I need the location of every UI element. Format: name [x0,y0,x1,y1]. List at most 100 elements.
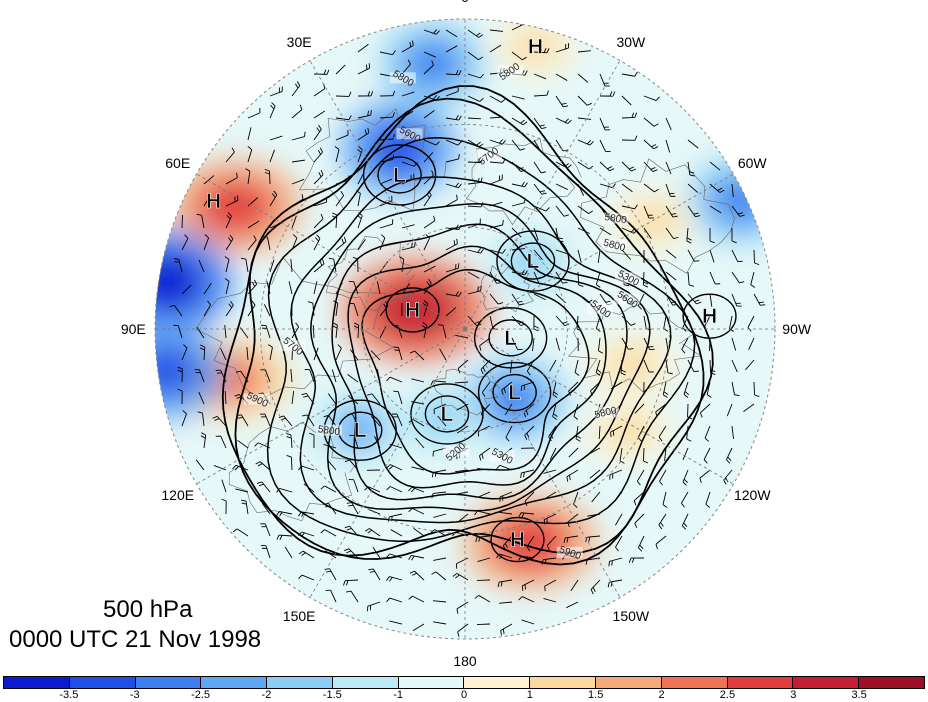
wind-barb-flag [353,325,359,329]
wind-barb [699,469,711,479]
wind-barb-flag [682,327,687,332]
wind-barb-flag [435,141,440,146]
wind-barb [555,249,569,255]
wind-barb [445,307,457,317]
wind-barb [544,579,557,587]
wind-barb [731,337,737,351]
colorbar [3,676,925,689]
wind-barb [370,416,381,427]
wind-barb-flag [658,524,663,530]
wind-barb [687,249,695,262]
wind-barb-flag [343,580,346,586]
wind-barb [599,73,606,87]
wind-barb-flag [552,416,557,420]
wind-barb-flag [546,90,549,96]
wind-barb-flag [317,149,322,155]
lat-lon-graticule [155,19,775,639]
wind-barb-flag [204,234,209,239]
wind-barb-flag [689,174,695,177]
contour-label-group: 5800 [601,238,628,254]
meridian-line [464,328,734,485]
wind-barb-flag [212,416,218,419]
wind-barb-flag [227,212,232,217]
wind-barb-flag [177,388,183,392]
wind-barb-flag [519,303,525,306]
wind-barb [533,51,548,54]
wind-barb [621,337,629,350]
wind-barb [703,447,711,460]
low-pressure-marker: L [527,250,540,273]
wind-barb [398,347,403,361]
wind-barb-flag [704,437,709,442]
wind-barb-flag [544,586,546,592]
wind-barb-flag [609,168,615,172]
wind-barb-flag [539,190,545,193]
wind-barb-flag [414,241,416,247]
wind-barb-flag [519,148,525,151]
wind-barb [269,91,283,97]
wind-barb [664,447,667,461]
wind-barb-flag [184,234,189,239]
wind-barb [313,174,324,185]
wind-barb [511,337,519,350]
meridian-line [196,173,466,330]
wind-barb [501,381,513,391]
wind-barb [401,246,415,251]
wind-barb [301,511,315,515]
wind-barb-flag [455,69,459,75]
wind-barb-flag [455,574,460,579]
wind-barb-flag [699,477,702,484]
wind-barb [555,47,569,53]
wind-barb [599,117,606,131]
wind-barb-flag [457,368,461,374]
wind-barb [575,425,579,439]
wind-barb-flag [408,508,413,513]
longitude-label: 0 [461,0,469,5]
wind-barb [609,557,623,562]
wind-barb-flag [520,119,525,124]
wind-barb-flag [173,258,179,260]
wind-barb [467,117,482,120]
wind-barb-flag [389,577,393,582]
wind-barb [546,535,557,546]
wind-barb [181,347,188,361]
wind-barb [533,94,548,97]
wind-barb [456,425,469,434]
wind-barb-flag [328,257,334,260]
wind-barb [577,95,588,106]
high-pressure-marker: H [510,529,525,552]
wind-barb [335,214,338,229]
wind-barb [324,529,337,537]
wind-barb [489,161,503,164]
wind-barb [567,513,579,523]
wind-barb [203,346,206,361]
wind-barb [357,239,366,251]
wind-barb-flag [502,219,504,226]
wind-barb-flag [706,394,712,398]
wind-barb-flag [673,236,679,240]
contour-label-bg [601,239,628,251]
wind-barb-flag [502,628,505,634]
wind-barb-flag [500,630,502,636]
wind-barb [351,502,359,515]
wind-barb [467,249,481,254]
wind-barb [479,337,491,347]
wind-barb-flag [271,102,276,107]
wind-barb [379,116,393,119]
wind-barb-flag [232,464,237,470]
colorbar-segment [859,677,924,688]
wind-barb-flag [458,183,462,188]
wind-barb [379,326,387,339]
warm-anomaly-core [510,28,561,65]
wind-barb [433,469,447,473]
wind-barb-flag [332,325,338,329]
wind-barb [642,271,645,286]
wind-barb [390,464,403,471]
wind-barb [566,469,579,478]
wind-barb-flag [476,141,481,146]
wind-barb [195,459,205,471]
wind-barb [577,205,589,214]
wind-barb-flag [660,522,664,527]
contour-label-group: 5800 [602,212,629,226]
wind-barb [455,334,469,339]
